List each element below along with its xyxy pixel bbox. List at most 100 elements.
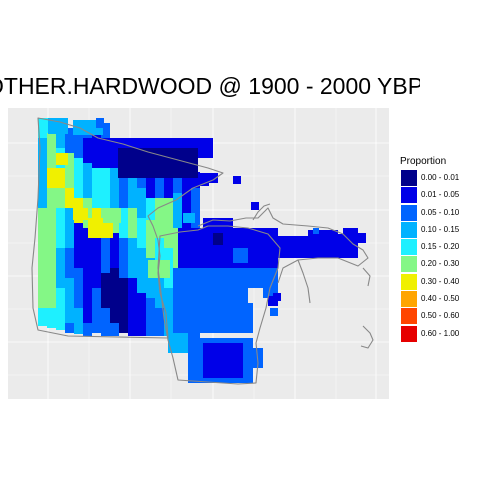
raster-cell: [83, 237, 92, 246]
legend-label: 0.00 - 0.01: [421, 173, 460, 182]
raster-cell: [128, 314, 137, 323]
raster-cell: [92, 177, 101, 186]
raster-cell: [110, 322, 119, 323]
legend-label: 0.05 - 0.10: [421, 207, 460, 217]
raster-cell: [137, 311, 146, 320]
raster-cell: [92, 288, 101, 297]
raster-cell: [155, 317, 164, 326]
raster-cell: [83, 323, 92, 332]
raster-cell: [38, 174, 47, 183]
raster-cell: [74, 286, 83, 295]
raster-cell: [101, 273, 110, 282]
raster-cell: [38, 127, 47, 136]
raster-cell: [47, 206, 56, 215]
raster-cell: [74, 268, 83, 277]
raster-cell: [38, 317, 47, 326]
raster-cell: [92, 204, 101, 208]
raster-cell: [38, 217, 47, 226]
raster-cell: [110, 286, 119, 295]
raster-cell: [56, 138, 65, 147]
raster-cell: [164, 306, 173, 315]
raster-cell: [83, 305, 92, 314]
raster-cell: [92, 208, 101, 217]
raster-cell: [38, 235, 47, 238]
raster-cell: [74, 241, 83, 250]
raster-cell: [155, 291, 164, 300]
raster-cell: [56, 148, 65, 157]
raster-cell: [173, 202, 182, 211]
raster-cell: [183, 213, 195, 223]
legend-row: 0.20 - 0.30: [400, 256, 480, 273]
raster-cell: [83, 163, 92, 172]
raster-cell: [128, 278, 137, 287]
raster-cell: [65, 226, 74, 235]
raster-cell: [164, 216, 173, 225]
raster-cell: [83, 273, 92, 278]
raster-cell: [74, 158, 83, 167]
raster-cell: [191, 224, 200, 228]
raster-cell: [83, 264, 92, 273]
raster-cell: [168, 333, 188, 353]
raster-cell: [270, 308, 278, 316]
raster-cell: [92, 186, 101, 195]
raster-cell: [56, 235, 65, 244]
raster-cell: [110, 195, 119, 204]
raster-cell: [182, 206, 191, 215]
raster-cell: [65, 257, 74, 266]
raster-cell: [74, 317, 83, 326]
raster-cell: [83, 314, 92, 323]
raster-cell: [110, 204, 119, 208]
raster-cell: [273, 293, 281, 301]
raster-cell: [101, 251, 110, 260]
raster-cell: [137, 275, 146, 284]
raster-cell: [146, 307, 155, 316]
raster-cell: [101, 123, 110, 132]
raster-cell: [65, 153, 74, 162]
raster-cell: [110, 295, 119, 304]
raster-cell: [164, 175, 173, 184]
raster-cell: [47, 218, 56, 227]
raster-cell: [38, 183, 47, 192]
raster-cell: [119, 278, 128, 287]
raster-cell: [47, 197, 56, 206]
raster-cell: [74, 308, 83, 317]
raster-cell: [128, 238, 137, 247]
raster-cell: [47, 236, 56, 245]
raster-cell: [119, 238, 128, 247]
raster-cell: [137, 245, 146, 248]
legend-label: 0.20 - 0.30: [421, 259, 460, 269]
raster-cell: [47, 299, 56, 308]
raster-cell: [164, 184, 173, 193]
raster-cell: [119, 182, 128, 191]
legend-row: 0.01 - 0.05: [400, 187, 480, 204]
raster-cell: [155, 225, 164, 234]
raster-cell: [103, 208, 121, 223]
raster-cell: [83, 190, 92, 198]
legend-row: 0.60 - 1.00: [400, 325, 480, 343]
raster-cell: [128, 208, 137, 217]
raster-cell: [65, 314, 74, 323]
raster-cell: [74, 223, 83, 232]
raster-cell: [128, 235, 137, 238]
raster-cell: [47, 227, 56, 236]
raster-cell: [233, 248, 248, 263]
raster-cell: [119, 226, 128, 235]
raster-cell: [155, 190, 164, 198]
raster-cell: [92, 265, 101, 274]
raster-cell: [47, 317, 56, 326]
raster-cell: [65, 137, 74, 146]
raster-cell: [101, 260, 110, 269]
raster-cell: [38, 165, 47, 174]
raster-cell: [56, 188, 65, 197]
raster-cell: [65, 171, 74, 180]
raster-cell: [74, 176, 83, 185]
raster-cell: [65, 235, 74, 244]
raster-cell: [65, 323, 74, 332]
raster-cell: [65, 128, 74, 137]
raster-cell: [47, 263, 56, 272]
raster-cell: [173, 268, 248, 308]
raster-cell: [47, 326, 56, 328]
raster-cell: [65, 206, 74, 208]
raster-cell: [38, 274, 47, 283]
legend-row: 0.30 - 0.40: [400, 273, 480, 291]
